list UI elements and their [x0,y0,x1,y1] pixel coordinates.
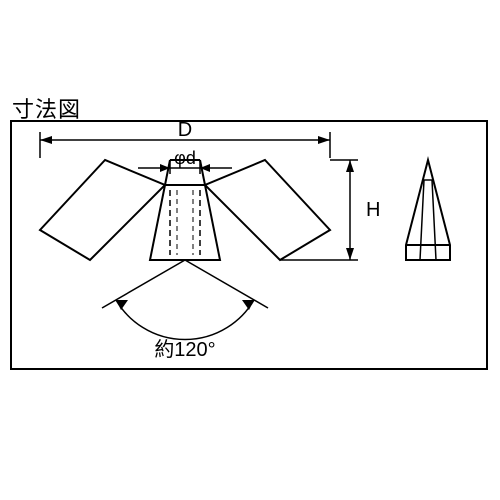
label-D: D [178,120,192,141]
hub-body [150,185,220,260]
angle-arc [116,300,254,340]
label-phi-d: φd [174,148,196,168]
dim-D-arrow-r [318,136,330,144]
angle-arrow-l [116,300,128,310]
dim-H-arrow-t [346,160,354,172]
angle-leg-r [185,260,268,308]
label-H: H [366,199,380,221]
wing-left [40,160,165,260]
dim-D-arrow-l [40,136,52,144]
angle-leg-l [102,260,185,308]
dim-H-arrow-b [346,248,354,260]
label-angle: 約120° [154,338,215,361]
side-inner [420,180,436,260]
angle-arrow-r [242,300,254,310]
dimension-diagram: D φd H 約120° [10,120,488,370]
wing-right [205,160,330,260]
